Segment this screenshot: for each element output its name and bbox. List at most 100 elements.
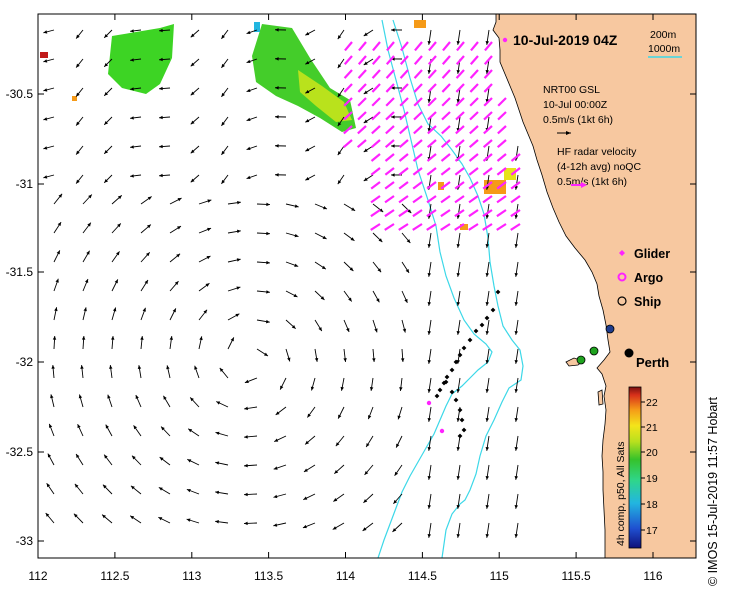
radar-vector bbox=[468, 139, 479, 149]
current-vector-head bbox=[485, 418, 490, 422]
current-vector-head bbox=[303, 496, 308, 500]
current-vector-head bbox=[203, 309, 208, 314]
sst-colorbar bbox=[628, 386, 642, 549]
radar-vector bbox=[455, 83, 465, 93]
current-vector-head bbox=[374, 328, 378, 333]
radar-vector bbox=[357, 83, 367, 93]
isobath-label-1000m: 1000m bbox=[648, 43, 680, 55]
radar-vector bbox=[343, 55, 353, 66]
current-vector-head bbox=[144, 280, 148, 284]
current-vector-head bbox=[174, 281, 179, 286]
current-vector-head bbox=[485, 360, 490, 364]
current-vector-head bbox=[407, 209, 412, 214]
current-vector-head bbox=[111, 336, 115, 340]
ship-legend-label: Ship bbox=[634, 295, 661, 309]
radar-vector bbox=[440, 167, 451, 176]
current-vector-head bbox=[215, 490, 220, 495]
current-vector-head bbox=[130, 145, 134, 149]
current-vector-head bbox=[109, 365, 113, 369]
radar-vector bbox=[510, 195, 521, 204]
radar-vector bbox=[496, 223, 507, 231]
current-vector-head bbox=[246, 146, 251, 151]
x-tick-label: 112.5 bbox=[100, 569, 129, 583]
glider-track bbox=[434, 289, 501, 439]
current-vector-head bbox=[83, 307, 87, 312]
radar-vector bbox=[454, 181, 465, 190]
radar-vector bbox=[510, 167, 521, 176]
current-vector-head bbox=[43, 146, 48, 150]
current-vector-head bbox=[221, 92, 225, 97]
current-vector-head bbox=[159, 144, 163, 149]
current-vector-head bbox=[427, 534, 432, 538]
current-vector-head bbox=[337, 122, 342, 127]
current-vector-head bbox=[158, 517, 163, 521]
current-vector-head bbox=[514, 534, 519, 538]
current-vector-head bbox=[393, 499, 398, 504]
current-vector-head bbox=[176, 253, 181, 258]
radar-vector bbox=[357, 111, 367, 121]
radar-vector bbox=[384, 195, 395, 204]
radar-vector bbox=[510, 209, 521, 218]
land-area bbox=[492, 14, 696, 558]
ship-marker-green-1 bbox=[589, 346, 599, 356]
ship-circle-icon bbox=[617, 296, 627, 306]
current-legend-scale: 0.5m/s (1kt 6h) bbox=[543, 114, 613, 126]
radar-vector bbox=[469, 83, 479, 93]
current-vector-head bbox=[130, 87, 134, 91]
current-vector-head bbox=[186, 518, 191, 522]
current-vector-head bbox=[117, 223, 121, 228]
current-vector-head bbox=[427, 389, 432, 393]
current-vector-head bbox=[159, 57, 163, 62]
current-vector-head bbox=[131, 455, 136, 460]
radar-vector bbox=[455, 55, 465, 66]
radar-vector bbox=[385, 69, 395, 79]
radar-vector bbox=[427, 125, 437, 135]
radar-vector bbox=[482, 167, 493, 176]
current-vector-head bbox=[219, 367, 224, 372]
y-tick-label: -31 bbox=[16, 177, 34, 191]
radar-vector bbox=[441, 55, 451, 66]
radar-vector bbox=[428, 41, 437, 52]
colorbar-label: 4h comp, p50, All Sats bbox=[615, 442, 627, 546]
current-vector-head bbox=[379, 208, 384, 213]
radar-vector bbox=[384, 209, 395, 218]
radar-vector bbox=[343, 125, 353, 135]
current-vector-head bbox=[363, 90, 368, 94]
current-vector-head bbox=[485, 215, 490, 219]
current-vector-head bbox=[161, 426, 165, 431]
colorbar-tick-label: 20 bbox=[646, 447, 658, 459]
radar-vector bbox=[413, 55, 423, 66]
current-vector-head bbox=[273, 466, 278, 470]
ship-marker-black bbox=[624, 348, 634, 358]
current-vector-head bbox=[236, 229, 241, 234]
radar-vector bbox=[370, 153, 381, 162]
sst-pixel-8 bbox=[254, 22, 260, 32]
current-vector-head bbox=[280, 385, 284, 390]
current-vector-head bbox=[405, 268, 410, 273]
glider-position bbox=[449, 367, 455, 373]
current-vector-head bbox=[237, 200, 241, 205]
current-vector-head bbox=[107, 394, 111, 399]
current-vector-head bbox=[348, 297, 352, 302]
sst-patch-north-yellow bbox=[298, 70, 352, 122]
current-vector-head bbox=[58, 193, 63, 198]
current-vector-head bbox=[140, 336, 144, 340]
current-vector-head bbox=[46, 483, 51, 488]
current-vector-head bbox=[485, 99, 490, 103]
current-vector-head bbox=[43, 175, 48, 179]
ship-marker-green-2 bbox=[576, 355, 586, 365]
glider-position bbox=[457, 352, 463, 358]
current-vector-head bbox=[135, 395, 139, 400]
current-vector-head bbox=[215, 461, 220, 465]
current-vector-head bbox=[221, 121, 225, 126]
current-vector-head bbox=[514, 360, 519, 364]
current-vector-head bbox=[456, 476, 461, 480]
radar-vector bbox=[441, 69, 451, 79]
current-vector-head bbox=[221, 34, 225, 39]
current-vector-head bbox=[145, 252, 150, 257]
radar-vector bbox=[398, 167, 409, 176]
current-vector-head bbox=[221, 179, 225, 184]
current-vector-head bbox=[427, 128, 432, 132]
glider-position bbox=[443, 379, 449, 385]
